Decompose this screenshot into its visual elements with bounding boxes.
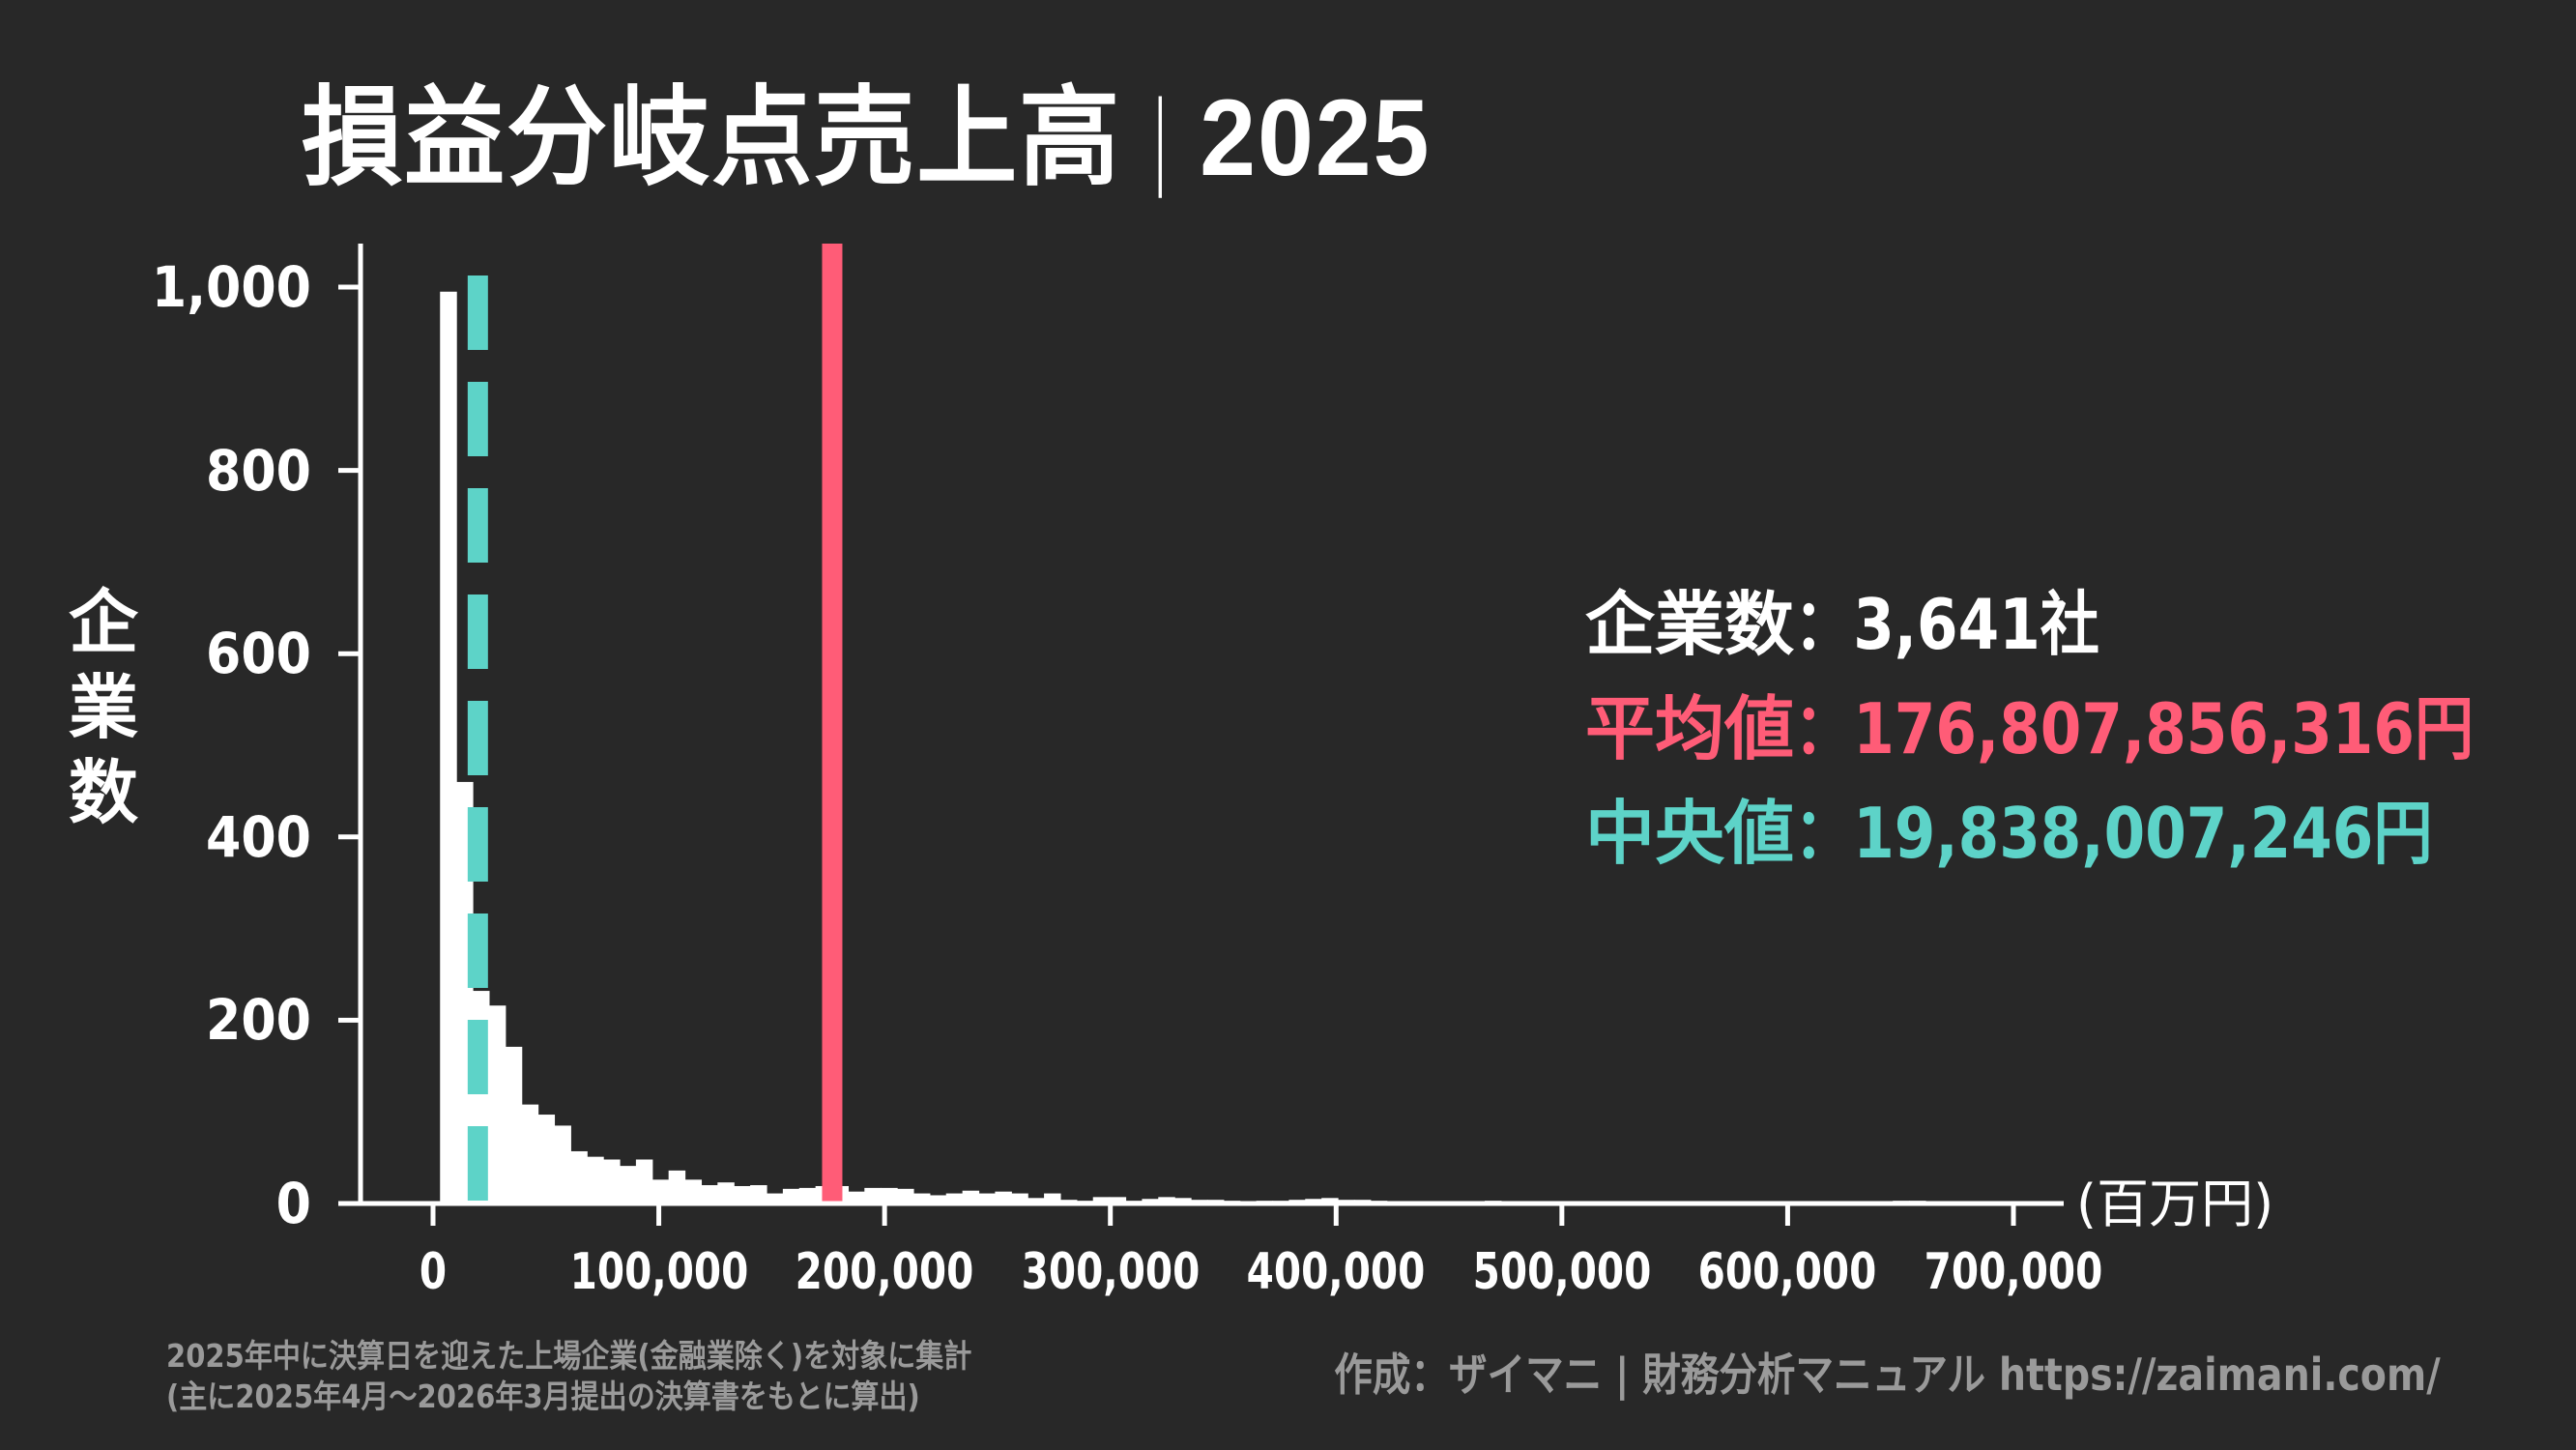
stat-mean-value: ：176,807,856,316円: [1794, 688, 2475, 769]
x-tick-label: 700,000: [1924, 1243, 2103, 1301]
x-tick-label: 500,000: [1472, 1243, 1652, 1301]
stat-count-label: 企業数: [1585, 584, 1795, 665]
stat-count-value: ：3,641社: [1794, 584, 2100, 665]
x-tick-label: 300,000: [1021, 1243, 1201, 1301]
y-tick-label: 600: [206, 621, 311, 687]
histogram-bar: [651, 1179, 670, 1204]
histogram-bar: [798, 1187, 817, 1204]
histogram-bar: [1011, 1193, 1028, 1204]
histogram-bar: [1321, 1198, 1339, 1204]
histogram-bar: [929, 1195, 947, 1204]
y-axis-label-char: 業: [68, 667, 138, 748]
histogram-bar: [782, 1188, 800, 1204]
histogram-bar: [912, 1193, 931, 1204]
histogram-bar: [717, 1182, 735, 1204]
y-tick-label: 1,000: [151, 254, 311, 320]
histogram-bar: [701, 1185, 718, 1204]
histogram-bar: [440, 291, 457, 1204]
histogram-bar: [635, 1159, 653, 1204]
histogram-bar: [668, 1170, 686, 1204]
histogram-bar: [537, 1115, 556, 1204]
histogram-bar: [1174, 1198, 1192, 1204]
stat-count: 企業数 ：3,641社: [1585, 572, 2576, 677]
y-tick-label: 400: [206, 803, 311, 870]
histogram-bar: [603, 1159, 621, 1204]
histogram-bar: [945, 1193, 964, 1204]
y-tick-label: 800: [206, 437, 311, 504]
histogram-bar: [488, 1005, 507, 1204]
histogram-bar: [864, 1187, 882, 1204]
chart-title-main: 損益分岐点売上高: [302, 77, 1122, 198]
stat-median-value: ：19,838,007,246円: [1794, 793, 2433, 874]
histogram-bar: [1028, 1198, 1045, 1204]
histogram-bar: [554, 1125, 571, 1204]
histogram-bar: [750, 1185, 767, 1204]
title-separator: |: [1154, 77, 1167, 198]
histogram-bar: [587, 1156, 604, 1204]
histogram-bar: [505, 1046, 523, 1204]
y-axis-label-char: 数: [68, 752, 138, 833]
stat-median-label: 中央値: [1585, 793, 1795, 874]
histogram-bar: [962, 1190, 980, 1204]
histogram-bar: [1158, 1197, 1175, 1204]
stat-mean: 平均値 ：176,807,856,316円: [1585, 677, 2576, 781]
x-tick-label: 600,000: [1698, 1243, 1877, 1301]
chart-title: 損益分岐点売上高 | 2025: [302, 75, 1431, 201]
y-tick-label: 200: [206, 987, 311, 1054]
footnote: 2025年中に決算日を迎えた上場企業(金融業除く)を対象に集計 (主に2025年…: [166, 1336, 971, 1417]
histogram-bar: [570, 1150, 588, 1204]
stat-mean-label: 平均値: [1585, 688, 1795, 769]
histogram-bar: [1092, 1197, 1111, 1204]
x-tick-label: 0: [419, 1243, 448, 1301]
histogram-bar: [1044, 1193, 1061, 1204]
histogram-bar: [897, 1188, 914, 1204]
stats-panel: 企業数 ：3,641社 平均値 ：176,807,856,316円 中央値 ：1…: [1585, 572, 2576, 885]
x-axis-ticks: [430, 1204, 2016, 1226]
stat-median: 中央値 ：19,838,007,246円: [1585, 781, 2576, 885]
y-axis-ticks: [338, 284, 361, 1206]
x-tick-label: 400,000: [1246, 1243, 1426, 1301]
histogram-bar: [456, 781, 474, 1204]
histogram-bar: [995, 1191, 1012, 1204]
histogram-bar: [684, 1179, 703, 1204]
x-axis-unit-label: (百万円): [2076, 1174, 2274, 1234]
y-tick-label: 0: [275, 1171, 311, 1236]
histogram-bar: [1109, 1197, 1127, 1204]
footnote-line-2: (主に2025年4月〜2026年3月提出の決算書をもとに算出): [166, 1378, 920, 1415]
histogram-bar: [521, 1104, 539, 1204]
footnote-line-1: 2025年中に決算日を迎えた上場企業(金融業除く)を対象に集計: [166, 1337, 972, 1375]
y-axis-label-char: 企: [68, 582, 138, 663]
chart-title-year: 2025: [1200, 77, 1432, 198]
y-axis-label: 企業数: [60, 580, 147, 835]
histogram-bar: [734, 1185, 751, 1204]
x-tick-label: 100,000: [569, 1243, 748, 1301]
credit-text: 作成：ザイマニ | 財務分析マニュアル https://zaimani.com/: [1334, 1348, 2441, 1401]
histogram-bar: [620, 1166, 637, 1204]
histogram-bar: [881, 1187, 898, 1204]
x-tick-label: 200,000: [795, 1243, 974, 1301]
histogram-bar: [848, 1191, 865, 1204]
histogram-bar: [766, 1193, 784, 1204]
histogram-bar: [978, 1193, 997, 1204]
